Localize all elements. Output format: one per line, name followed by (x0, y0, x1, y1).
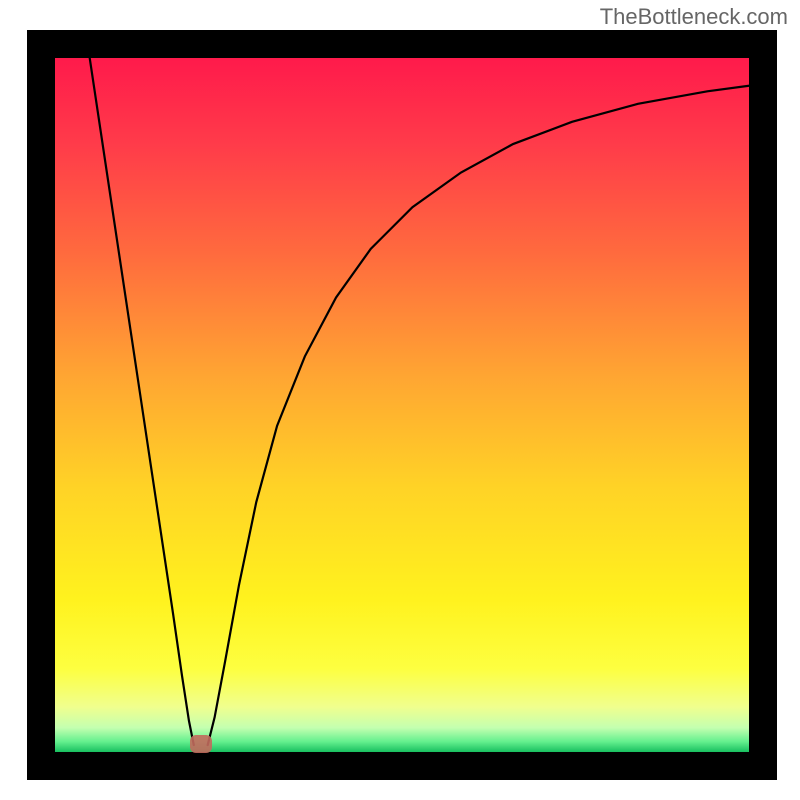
plot-frame (27, 30, 777, 780)
curve-right-branch (208, 86, 749, 745)
curve-left-branch (90, 58, 194, 745)
bottleneck-curve (55, 58, 749, 752)
bottleneck-figure: TheBottleneck.com (0, 0, 800, 800)
optimal-point-marker (190, 735, 212, 753)
watermark-text: TheBottleneck.com (600, 4, 788, 30)
